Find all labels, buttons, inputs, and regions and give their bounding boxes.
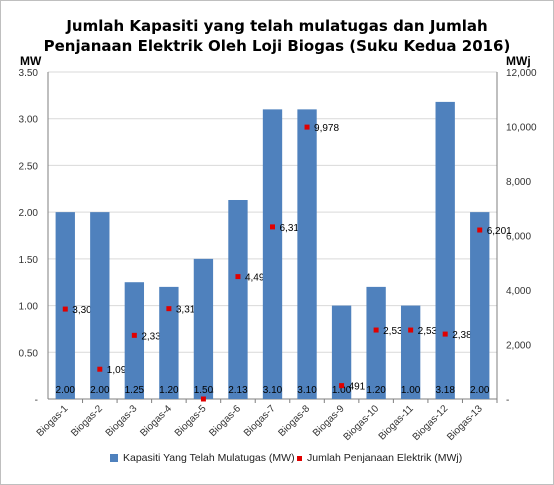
point-value-label: 2,531 (383, 326, 408, 337)
left-tick-label: - (35, 395, 38, 406)
bar (366, 286, 386, 399)
point-value-label: 2,382 (452, 330, 477, 341)
category-label: Biogas-4 (138, 403, 174, 439)
data-point (373, 327, 379, 333)
legend-item-generation: Jumlah Penjanaan Elektrik (MWj) (297, 452, 462, 464)
bar-value-label: 3.10 (297, 385, 317, 396)
bar (124, 282, 145, 399)
point-value-label: - (210, 387, 213, 398)
left-tick-label: 1.50 (19, 255, 39, 266)
data-point (235, 274, 241, 280)
category-label: Biogas-2 (69, 403, 105, 439)
right-axis-unit: MWj (506, 54, 531, 68)
data-point (131, 332, 137, 338)
legend-label-generation: Jumlah Penjanaan Elektrik (MWj) (307, 452, 463, 464)
point-value-label: 9,978 (314, 123, 339, 134)
bar (159, 286, 179, 399)
bar (90, 212, 110, 399)
left-tick-label: 2.50 (19, 161, 39, 172)
category-label: Biogas-11 (377, 403, 416, 442)
bar (470, 212, 490, 399)
bar (435, 101, 455, 399)
right-tick-label: 4,000 (506, 286, 531, 297)
category-label: Biogas-12 (411, 403, 451, 443)
legend-item-capacity: Kapasiti Yang Telah Mulatugas (MW) (110, 452, 295, 464)
category-label: Biogas-8 (276, 403, 312, 439)
bar (400, 305, 421, 399)
data-point (339, 383, 345, 389)
data-point (97, 366, 103, 372)
category-label: Biogas-5 (173, 403, 209, 439)
left-tick-label: 3.50 (19, 68, 39, 79)
data-point (477, 227, 483, 233)
category-label: Biogas-1 (35, 403, 71, 439)
bar (228, 199, 248, 399)
category-label: Biogas-9 (311, 403, 347, 439)
bar (262, 109, 283, 399)
bar (297, 109, 317, 399)
category-label: Biogas-3 (104, 403, 140, 439)
category-label: Biogas-7 (242, 403, 278, 439)
bar-value-label: 1.00 (332, 385, 352, 396)
point-value-label: 3,315 (176, 305, 201, 316)
right-tick-label: 6,000 (506, 232, 531, 243)
data-point (166, 306, 172, 312)
right-tick-label: 12,000 (506, 68, 537, 79)
legend-dot-swatch (297, 455, 302, 461)
bar-value-label: 2.00 (90, 385, 110, 396)
bar-value-label: 3.18 (435, 385, 455, 396)
bar (55, 212, 75, 399)
bar-value-label: 1.20 (159, 385, 179, 396)
right-tick-label: - (506, 395, 509, 406)
right-tick-label: 8,000 (506, 177, 531, 188)
point-value-label: 3,300 (72, 305, 97, 316)
bar (193, 258, 214, 399)
bar-value-label: 3.10 (263, 385, 283, 396)
left-tick-label: 1.00 (19, 302, 39, 313)
bar-value-label: 2.00 (56, 385, 76, 396)
category-label: Biogas-6 (207, 403, 243, 439)
point-value-label: 6,316 (280, 223, 305, 234)
data-point (200, 396, 206, 402)
data-point (442, 331, 448, 337)
bar-value-label: 2.13 (228, 385, 248, 396)
point-value-label: 6,201 (487, 226, 512, 237)
right-tick-label: 10,000 (506, 123, 537, 134)
left-tick-label: 0.50 (19, 348, 39, 359)
chart-title: Jumlah Kapasiti yang telah mulatugas dan… (66, 17, 488, 35)
left-axis-unit: MW (20, 54, 42, 68)
bar-value-label: 1.00 (401, 385, 421, 396)
category-label: Biogas-13 (445, 403, 485, 443)
left-tick-label: 2.00 (19, 208, 39, 219)
point-value-label: 2,336 (141, 331, 166, 342)
point-value-label: 1,093 (107, 365, 132, 376)
bar (331, 305, 352, 399)
bar-value-label: 1.25 (125, 385, 145, 396)
bar-value-label: 2.00 (470, 385, 490, 396)
legend-bar-swatch (110, 454, 118, 462)
right-tick-label: 2,000 (506, 341, 531, 352)
data-point (270, 224, 275, 230)
chart-subtitle: Penjanaan Elektrik Oleh Loji Biogas (Suk… (43, 37, 511, 55)
point-value-label: 491 (349, 382, 366, 393)
left-tick-label: 3.00 (19, 115, 39, 126)
bar-value-label: 1.20 (366, 385, 386, 396)
legend-label-capacity: Kapasiti Yang Telah Mulatugas (MW) (123, 452, 295, 464)
data-point (408, 327, 414, 333)
data-point (62, 306, 68, 312)
point-value-label: 2,530 (418, 326, 443, 337)
point-value-label: 4,491 (245, 273, 270, 284)
category-label: Biogas-10 (342, 403, 382, 443)
data-point (304, 124, 310, 130)
bar-value-label: 1.50 (194, 385, 214, 396)
